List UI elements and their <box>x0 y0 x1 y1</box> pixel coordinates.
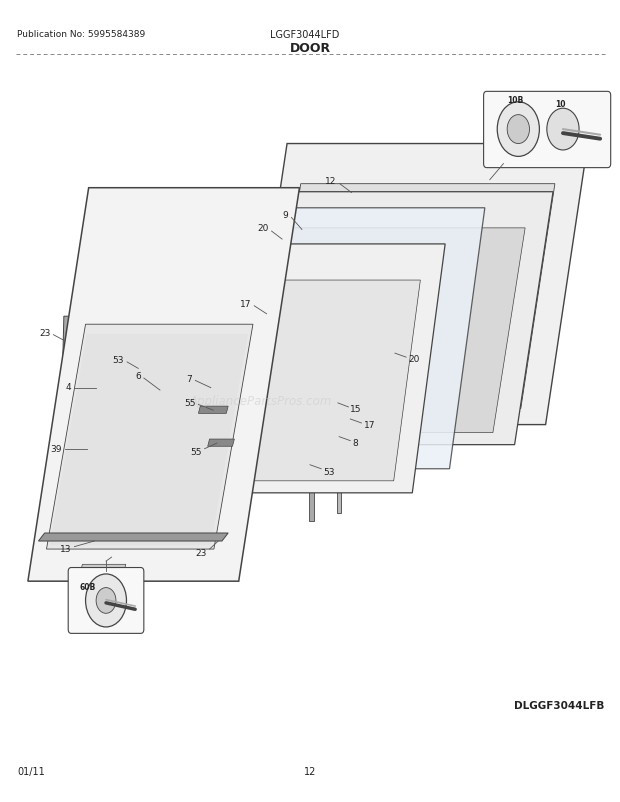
Polygon shape <box>267 184 555 409</box>
Text: 55: 55 <box>190 447 202 456</box>
Text: 4: 4 <box>66 383 71 392</box>
Text: 01/11: 01/11 <box>17 767 45 776</box>
Polygon shape <box>337 349 341 513</box>
Text: 10B: 10B <box>507 95 523 105</box>
Polygon shape <box>46 325 253 549</box>
Circle shape <box>96 588 116 614</box>
Circle shape <box>497 103 539 157</box>
Polygon shape <box>177 209 485 469</box>
Text: 7: 7 <box>187 375 192 384</box>
Text: 9: 9 <box>283 210 288 220</box>
Polygon shape <box>386 350 427 357</box>
Text: DLGGF3044LFB: DLGGF3044LFB <box>514 700 604 710</box>
Text: 13: 13 <box>60 544 71 553</box>
Text: 20: 20 <box>257 224 268 233</box>
Circle shape <box>507 115 529 144</box>
Text: 10: 10 <box>555 99 565 109</box>
Polygon shape <box>146 245 445 493</box>
Polygon shape <box>309 373 314 521</box>
Polygon shape <box>61 317 70 441</box>
Polygon shape <box>198 407 228 414</box>
Text: 20: 20 <box>408 354 419 364</box>
Polygon shape <box>220 192 553 445</box>
Circle shape <box>547 109 579 151</box>
Text: 12: 12 <box>326 176 337 186</box>
Text: 8: 8 <box>352 438 358 448</box>
Circle shape <box>86 574 126 627</box>
Text: 53: 53 <box>112 355 124 365</box>
Text: Publication No: 5995584389: Publication No: 5995584389 <box>17 30 146 38</box>
Text: 6: 6 <box>136 371 141 381</box>
Polygon shape <box>216 453 225 561</box>
FancyBboxPatch shape <box>484 92 611 168</box>
Text: 23: 23 <box>196 548 207 557</box>
Text: 15: 15 <box>350 404 362 414</box>
Polygon shape <box>245 144 588 425</box>
Text: DOOR: DOOR <box>290 42 330 55</box>
Polygon shape <box>135 337 144 469</box>
Polygon shape <box>164 281 420 481</box>
Text: 17: 17 <box>239 299 251 309</box>
Text: 55: 55 <box>184 398 195 407</box>
Polygon shape <box>242 229 525 433</box>
Text: LGGF3044LFD: LGGF3044LFD <box>270 30 339 39</box>
Polygon shape <box>50 334 248 545</box>
Polygon shape <box>208 439 234 447</box>
Polygon shape <box>38 533 228 541</box>
Text: 23: 23 <box>40 328 51 338</box>
Text: 39: 39 <box>50 444 62 454</box>
FancyBboxPatch shape <box>68 568 144 634</box>
Text: 12: 12 <box>304 767 316 776</box>
Text: AppliancePartsPros.com: AppliancePartsPros.com <box>189 395 332 407</box>
Text: 17: 17 <box>364 420 376 430</box>
Text: 53: 53 <box>323 467 335 476</box>
Polygon shape <box>81 565 126 571</box>
Text: 60B: 60B <box>79 582 95 592</box>
Polygon shape <box>28 188 299 581</box>
